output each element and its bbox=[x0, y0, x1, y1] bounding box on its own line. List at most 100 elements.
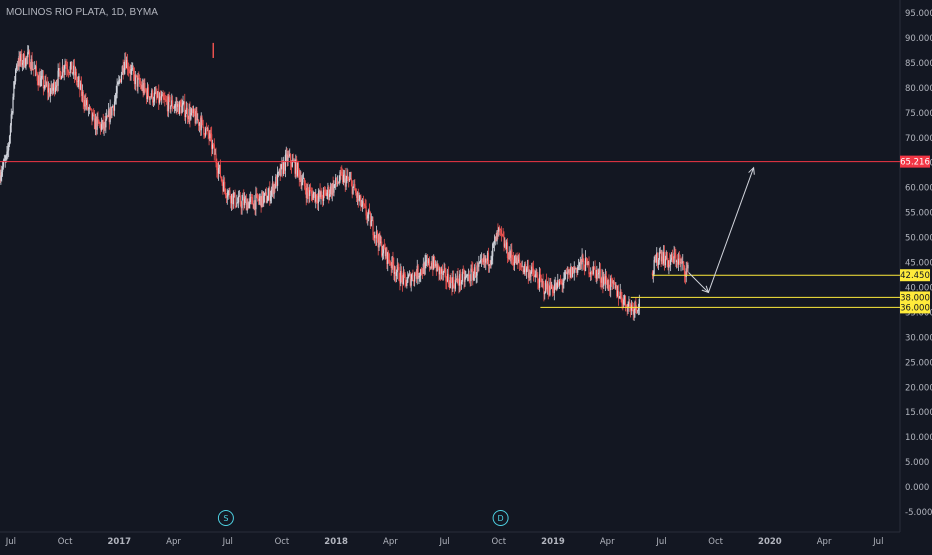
candle-body bbox=[683, 266, 686, 275]
candle-body bbox=[166, 101, 169, 112]
candle-body bbox=[379, 234, 381, 244]
candle-body bbox=[353, 184, 355, 187]
candle-body bbox=[519, 263, 522, 266]
candle-body bbox=[533, 274, 535, 278]
candle-body bbox=[415, 275, 417, 279]
candle-body bbox=[306, 187, 308, 199]
candle-body bbox=[262, 191, 264, 204]
candle-body bbox=[296, 159, 298, 176]
candle-body bbox=[67, 69, 69, 72]
candle-body bbox=[45, 80, 47, 86]
candle-body bbox=[602, 276, 604, 286]
candle-body bbox=[134, 74, 136, 85]
candle-body bbox=[617, 291, 619, 297]
x-tick-label: Oct bbox=[275, 537, 290, 547]
candle-body bbox=[58, 68, 60, 71]
candle-body bbox=[428, 259, 430, 268]
candle-body bbox=[663, 252, 666, 266]
candle-body bbox=[84, 99, 86, 107]
candle-body bbox=[51, 84, 53, 91]
candle-body bbox=[411, 274, 413, 280]
candle-body bbox=[529, 272, 531, 277]
candle-body bbox=[623, 295, 626, 300]
candle-body bbox=[183, 101, 185, 104]
candle-body bbox=[309, 190, 312, 191]
candle-body bbox=[275, 176, 277, 188]
candle-body bbox=[662, 256, 664, 264]
candle-body bbox=[447, 273, 450, 285]
candle-body bbox=[245, 198, 247, 211]
candle-body bbox=[61, 66, 64, 77]
candle-body bbox=[249, 198, 251, 203]
candle-body bbox=[191, 109, 193, 113]
candle-body bbox=[408, 273, 411, 275]
candle-body bbox=[525, 268, 528, 273]
candle-body bbox=[479, 259, 482, 263]
candle-body bbox=[69, 66, 71, 73]
candle-body bbox=[479, 262, 481, 264]
candle-body bbox=[289, 154, 291, 157]
candle-body bbox=[283, 161, 286, 171]
candle-body bbox=[591, 273, 594, 274]
candle-body bbox=[296, 163, 299, 176]
candle-body bbox=[54, 82, 56, 93]
candle-body bbox=[492, 243, 495, 245]
candle-body bbox=[154, 91, 156, 94]
candle-body bbox=[426, 260, 428, 262]
candle-body bbox=[277, 172, 280, 173]
candle-body bbox=[327, 187, 329, 193]
candle-body bbox=[162, 94, 164, 99]
candle-body bbox=[7, 150, 9, 152]
candle-body bbox=[126, 59, 128, 69]
candle-body bbox=[653, 260, 655, 274]
candle-body bbox=[638, 299, 640, 309]
candle-body bbox=[381, 253, 384, 256]
candle-body bbox=[389, 263, 391, 265]
candle-body bbox=[169, 97, 171, 110]
candle-body bbox=[119, 79, 122, 83]
candle-body bbox=[338, 181, 340, 184]
candle-body bbox=[620, 291, 622, 297]
candle-body bbox=[507, 258, 509, 260]
candle-body bbox=[113, 101, 116, 111]
candle-body bbox=[625, 305, 627, 307]
candle-body bbox=[206, 128, 208, 130]
candle-body bbox=[610, 278, 612, 291]
price-level-label: 36.000 bbox=[900, 303, 930, 313]
candle-body bbox=[197, 119, 199, 121]
candle-body bbox=[42, 76, 44, 89]
candle-body bbox=[74, 65, 76, 76]
candle-body bbox=[270, 189, 273, 196]
candle-body bbox=[315, 194, 317, 202]
candle-body bbox=[254, 200, 256, 210]
candle-body bbox=[573, 267, 575, 273]
candle-body bbox=[375, 235, 377, 239]
candle-body bbox=[596, 269, 598, 279]
event-marker-label: S bbox=[223, 514, 228, 523]
candle-body bbox=[486, 252, 489, 261]
candle-body bbox=[560, 281, 562, 283]
candle-body bbox=[25, 56, 27, 67]
candle-body bbox=[502, 235, 504, 237]
candle-body bbox=[132, 68, 134, 69]
candle-body bbox=[316, 194, 318, 201]
candle-body bbox=[303, 178, 306, 186]
candle-body bbox=[244, 198, 246, 206]
candle-body bbox=[301, 182, 303, 186]
candle-body bbox=[482, 260, 484, 263]
candle-body bbox=[518, 259, 520, 262]
candle-body bbox=[453, 285, 456, 289]
candle-body bbox=[93, 113, 95, 115]
x-tick-label: Apr bbox=[600, 537, 615, 547]
candle-body bbox=[655, 259, 657, 263]
candle-body bbox=[622, 303, 624, 305]
candle-body bbox=[476, 265, 478, 276]
candle-body bbox=[558, 281, 561, 286]
candle-body bbox=[216, 162, 218, 171]
candle-body bbox=[64, 64, 66, 69]
candle-body bbox=[27, 52, 29, 58]
candle-body bbox=[542, 281, 544, 283]
candle-body bbox=[33, 68, 35, 70]
